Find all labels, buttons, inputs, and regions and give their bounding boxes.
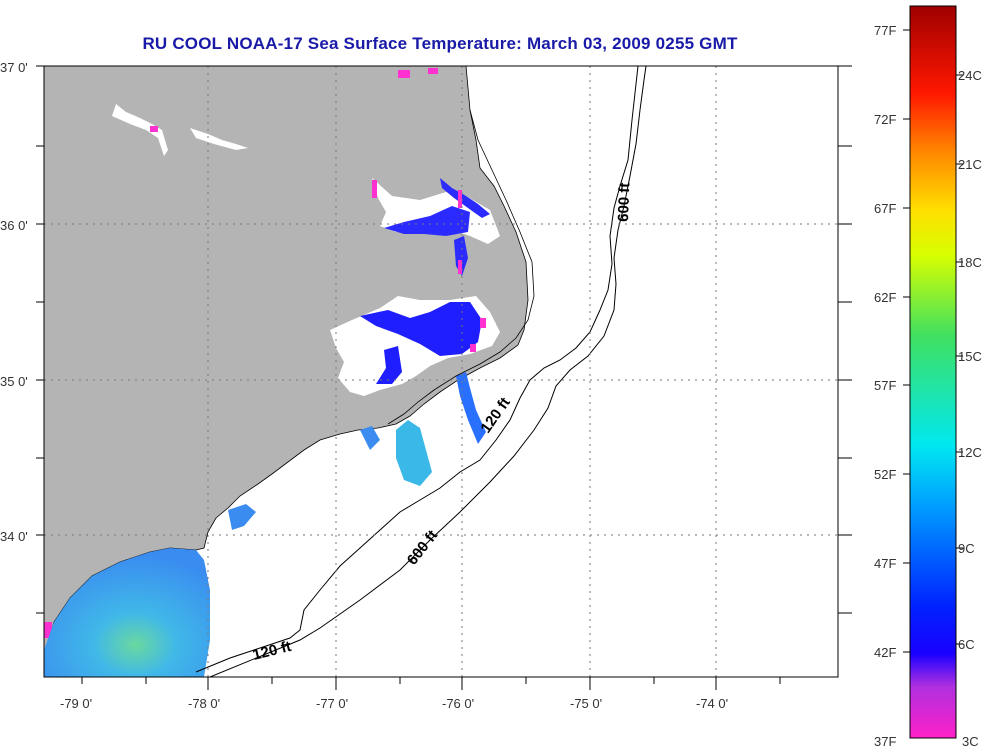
sst-patch <box>376 346 402 384</box>
lon-label: -77 0' <box>316 696 348 711</box>
colorbar-label-f: 57F <box>874 378 896 393</box>
colorbar-label-f: 72F <box>874 112 896 127</box>
lon-label: -78 0' <box>188 696 220 711</box>
lon-label: -75 0' <box>570 696 602 711</box>
sst-patch <box>456 372 486 444</box>
sst-patch <box>360 426 380 450</box>
colorbar-label-c: 21C <box>958 157 982 172</box>
colorbar-label-c: 24C <box>958 68 982 83</box>
colorbar-label-c: 15C <box>958 349 982 364</box>
sst-patch <box>454 236 468 276</box>
barrier-islands <box>387 109 535 425</box>
colorbar-label-f: 67F <box>874 201 896 216</box>
lat-label: 36 0' <box>0 218 28 233</box>
colorbar-label-f: 52F <box>874 467 896 482</box>
plot-frame <box>43 65 839 678</box>
lat-label: 37 0' <box>0 60 28 75</box>
colorbar-label-c: 9C <box>958 541 975 556</box>
contour-120ft <box>195 66 639 673</box>
inland-lake <box>190 128 248 150</box>
sst-patch <box>228 504 256 530</box>
contour-600ft <box>209 66 647 677</box>
map-title: RU COOL NOAA-17 Sea Surface Temperature:… <box>142 34 738 53</box>
sst-patch <box>360 302 482 356</box>
colorbar-label-f: 47F <box>874 556 896 571</box>
colorbar-label-f: 77F <box>874 23 896 38</box>
lon-label: -79 0' <box>60 696 92 711</box>
lat-label: 35 0' <box>0 374 28 389</box>
lon-label: -76 0' <box>442 696 474 711</box>
colorbar-label-c: 18C <box>958 255 982 270</box>
lat-label: 34 0' <box>0 529 28 544</box>
sst-patch <box>396 420 432 486</box>
colorbar-label-f: 37F <box>874 734 896 749</box>
colorbar <box>909 5 957 739</box>
colorbar-label-c: 6C <box>958 637 975 652</box>
contour-label-600ft-north: 600 ft <box>615 182 633 222</box>
axis-ticks <box>36 65 852 690</box>
lon-label: -74 0' <box>696 696 728 711</box>
sst-cold-speckles <box>44 68 486 638</box>
colorbar-label-c: 12C <box>958 445 982 460</box>
inland-lake <box>112 104 168 156</box>
colorbar-ticks <box>903 29 963 653</box>
colorbar-label-f: 62F <box>874 290 896 305</box>
colorbar-label-c: 3C <box>962 734 979 749</box>
sst-patch <box>384 206 470 236</box>
colorbar-label-f: 42F <box>874 645 896 660</box>
sst-coastal-water <box>44 548 210 677</box>
sst-patch <box>440 178 490 218</box>
